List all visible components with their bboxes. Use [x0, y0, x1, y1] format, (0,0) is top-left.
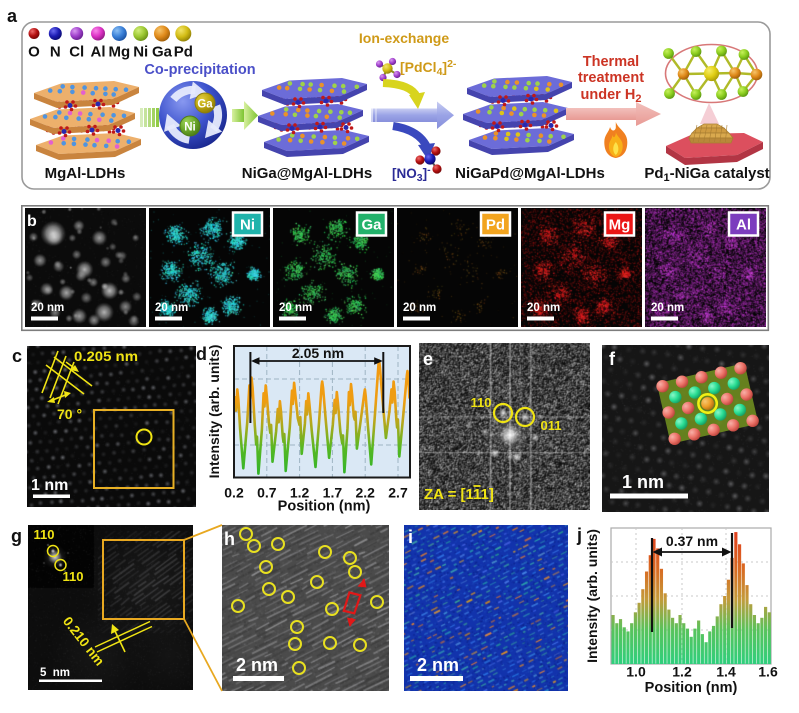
svg-text:1.2: 1.2 — [290, 485, 310, 501]
svg-text:20 nm: 20 nm — [31, 302, 64, 314]
svg-text:Ga: Ga — [361, 217, 382, 234]
svg-text:Ni: Ni — [184, 122, 196, 134]
svg-text:ZA = [111]: ZA = [111] — [424, 486, 494, 503]
svg-text:011: 011 — [541, 418, 562, 433]
svg-text:1 nm: 1 nm — [622, 472, 664, 492]
svg-text:Pd: Pd — [174, 44, 193, 61]
svg-text:0.37 nm: 0.37 nm — [666, 533, 718, 549]
svg-text:e: e — [423, 349, 433, 369]
svg-text:1.2: 1.2 — [672, 664, 692, 680]
svg-text:Mg: Mg — [108, 44, 130, 61]
svg-text:Co-precipitation: Co-precipitation — [144, 62, 255, 78]
svg-text:Intensity (arb. units): Intensity (arb. units) — [584, 529, 600, 663]
svg-text:Mg: Mg — [609, 217, 631, 234]
svg-text:NiGaPd@MgAl-LDHs: NiGaPd@MgAl-LDHs — [455, 165, 605, 182]
svg-text:Pd1-NiGa catalyst: Pd1-NiGa catalyst — [644, 165, 769, 184]
svg-text:Ion-exchange: Ion-exchange — [359, 30, 449, 46]
svg-text:0.205 nm: 0.205 nm — [74, 348, 138, 364]
svg-text:1.0: 1.0 — [626, 664, 646, 680]
svg-text:i: i — [408, 527, 413, 547]
svg-text:treatment: treatment — [578, 70, 644, 86]
svg-text:Position (nm): Position (nm) — [645, 680, 738, 696]
svg-text:O: O — [28, 44, 40, 61]
svg-text:under H2: under H2 — [581, 87, 642, 105]
svg-text:Al: Al — [736, 217, 751, 234]
svg-text:MgAl-LDHs: MgAl-LDHs — [45, 165, 126, 182]
svg-text:j: j — [576, 525, 582, 545]
svg-text:[PdCl4]2-: [PdCl4]2- — [400, 58, 457, 78]
svg-text:110: 110 — [471, 395, 492, 410]
svg-text:1 nm: 1 nm — [31, 477, 68, 494]
svg-text:N: N — [50, 44, 61, 61]
svg-text:Intensity (arb. units): Intensity (arb. units) — [206, 345, 222, 479]
svg-text:1.7: 1.7 — [323, 485, 343, 501]
svg-text:g: g — [11, 526, 22, 546]
svg-text:20 nm: 20 nm — [651, 302, 684, 314]
svg-text:0.2: 0.2 — [224, 485, 244, 501]
svg-text:70 °: 70 ° — [57, 406, 82, 422]
svg-text:1.4: 1.4 — [716, 664, 736, 680]
svg-text:20 nm: 20 nm — [527, 302, 560, 314]
svg-text:2 nm: 2 nm — [236, 655, 278, 675]
svg-text:0.7: 0.7 — [257, 485, 277, 501]
svg-text:2.7: 2.7 — [388, 485, 408, 501]
svg-text:1.6: 1.6 — [758, 664, 778, 680]
svg-text:Thermal: Thermal — [583, 54, 639, 70]
svg-text:20 nm: 20 nm — [155, 302, 188, 314]
svg-text:Ni: Ni — [133, 44, 148, 61]
svg-text:Ga: Ga — [197, 99, 213, 111]
svg-text:0.210 nm: 0.210 nm — [60, 614, 107, 669]
svg-text:c: c — [12, 346, 22, 366]
svg-text:20 nm: 20 nm — [403, 302, 436, 314]
svg-text:b: b — [27, 213, 37, 230]
svg-text:Pd: Pd — [486, 217, 505, 234]
svg-text:NiGa@MgAl-LDHs: NiGa@MgAl-LDHs — [242, 165, 372, 182]
svg-text:Cl: Cl — [69, 44, 84, 61]
svg-text:2.2: 2.2 — [355, 485, 375, 501]
svg-text:Al: Al — [91, 44, 106, 61]
svg-text:2 nm: 2 nm — [417, 655, 459, 675]
svg-text:Ni: Ni — [240, 217, 255, 234]
svg-text:5 nm: 5 nm — [40, 667, 70, 679]
svg-text:f: f — [609, 349, 616, 369]
svg-text:110: 110 — [63, 569, 84, 584]
svg-text:h: h — [224, 529, 235, 549]
svg-text:d: d — [196, 344, 207, 364]
svg-text:20 nm: 20 nm — [279, 302, 312, 314]
svg-text:Position (nm): Position (nm) — [278, 499, 371, 515]
svg-text:Ga: Ga — [152, 44, 173, 61]
svg-text:110: 110 — [34, 527, 55, 542]
svg-text:2.05 nm: 2.05 nm — [292, 345, 344, 361]
